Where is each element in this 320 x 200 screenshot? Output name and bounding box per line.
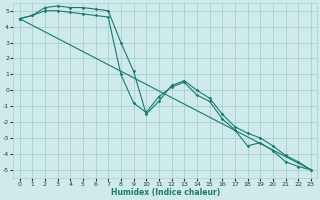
X-axis label: Humidex (Indice chaleur): Humidex (Indice chaleur) [111, 188, 220, 197]
